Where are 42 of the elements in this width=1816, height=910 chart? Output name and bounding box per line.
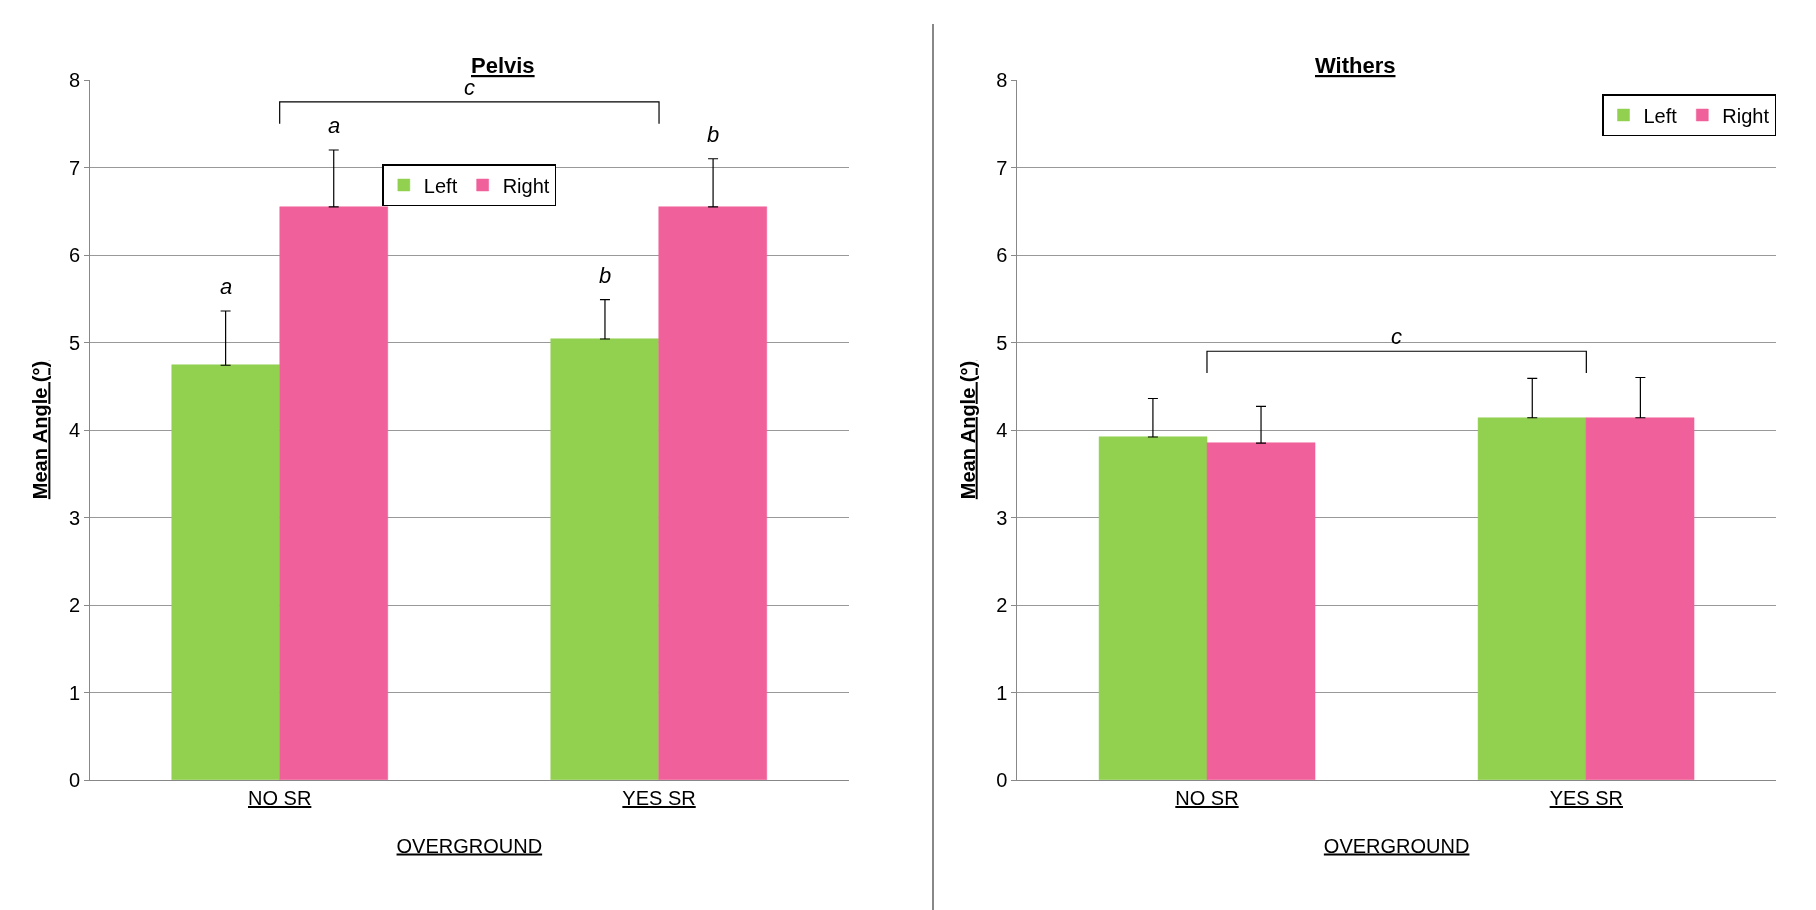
x-tick-label: YES SR bbox=[622, 787, 696, 809]
y-tick-label: 6 bbox=[996, 244, 1008, 266]
y-tick-label: 7 bbox=[996, 156, 1008, 179]
annotation: b bbox=[707, 122, 720, 147]
y-tick-label: 8 bbox=[996, 69, 1008, 91]
annotation: a bbox=[328, 113, 341, 138]
bar bbox=[658, 206, 767, 780]
y-tick-label: 3 bbox=[68, 506, 80, 529]
y-tick-label: 5 bbox=[996, 331, 1008, 354]
y-tick-label: 7 bbox=[68, 156, 80, 179]
y-tick-label: 2 bbox=[996, 594, 1008, 616]
x-tick-label: YES SR bbox=[1549, 787, 1624, 809]
y-axis-title: Mean Angle (°) bbox=[956, 360, 979, 500]
x-axis-title: OVERGROUND bbox=[396, 834, 543, 857]
y-tick-label: 1 bbox=[996, 681, 1008, 704]
y-tick-label: 0 bbox=[68, 769, 80, 791]
y-tick-label: 3 bbox=[996, 506, 1008, 529]
chart-title: Withers bbox=[1315, 53, 1396, 78]
annotation: c bbox=[1391, 324, 1402, 349]
y-axis-title: Mean Angle (°) bbox=[29, 360, 52, 500]
legend-label: Left bbox=[423, 174, 458, 197]
legend-label: Right bbox=[1722, 104, 1770, 127]
y-tick-label: 4 bbox=[68, 419, 80, 441]
x-axis-title: OVERGROUND bbox=[1323, 834, 1470, 857]
legend-label: Left bbox=[1643, 104, 1678, 127]
y-tick-label: 2 bbox=[68, 594, 80, 616]
y-tick-label: 0 bbox=[996, 769, 1008, 791]
annotation: a bbox=[220, 274, 233, 299]
bar bbox=[550, 338, 659, 780]
legend-label: Right bbox=[502, 174, 550, 197]
chart-title: Pelvis bbox=[471, 53, 535, 78]
annotation: b bbox=[599, 263, 612, 288]
bar bbox=[279, 206, 388, 780]
y-tick-label: 6 bbox=[68, 244, 80, 266]
y-tick-label: 5 bbox=[68, 331, 80, 354]
x-tick-label: NO SR bbox=[248, 787, 312, 809]
bar bbox=[171, 364, 280, 780]
annotation: c bbox=[464, 75, 475, 100]
x-tick-label: NO SR bbox=[1175, 787, 1239, 809]
y-tick-label: 8 bbox=[68, 69, 80, 91]
y-tick-label: 1 bbox=[68, 681, 80, 704]
y-tick-label: 4 bbox=[996, 419, 1008, 441]
